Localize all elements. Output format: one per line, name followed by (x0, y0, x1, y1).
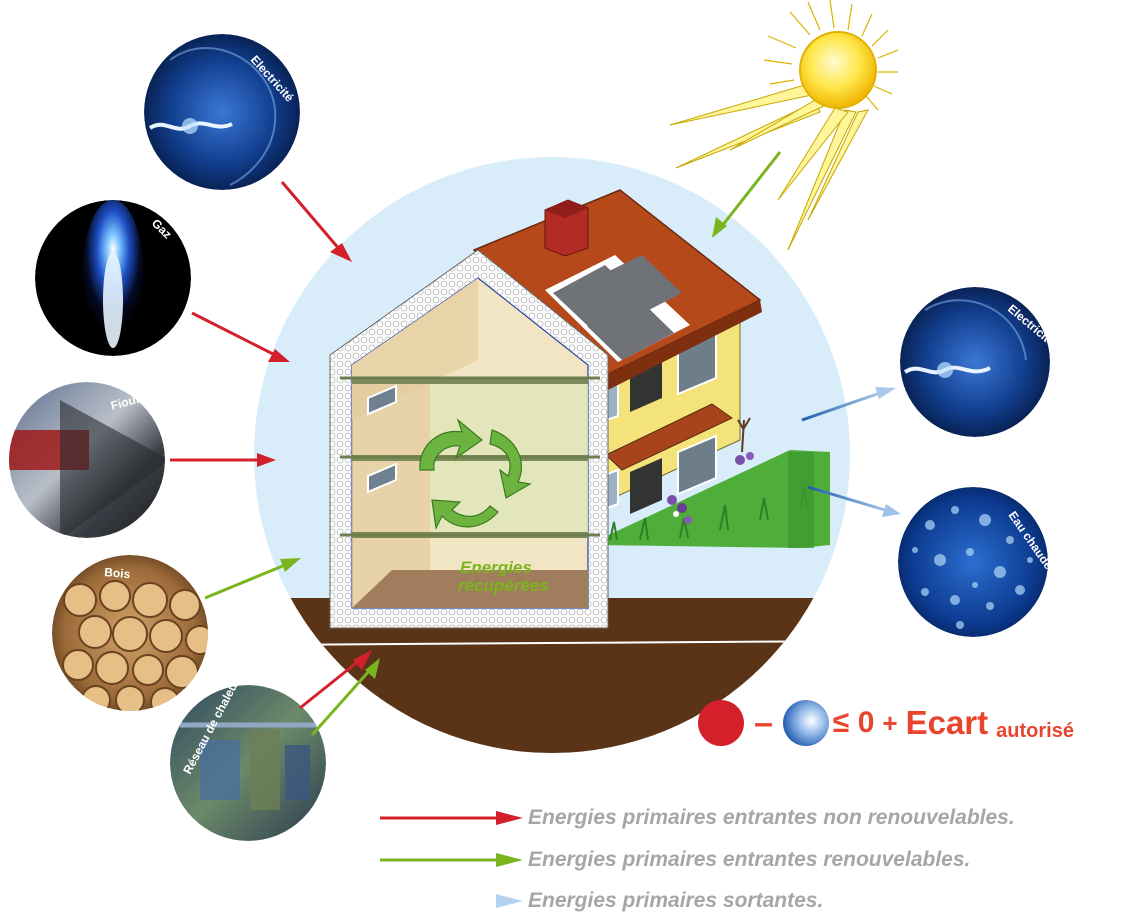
source-reseau (170, 685, 326, 841)
house-scene (254, 157, 850, 753)
arrows-non-renewable (170, 181, 372, 710)
output-eau-chaude (898, 487, 1048, 637)
source-electricite (144, 34, 300, 190)
red-arrow-icon (380, 811, 523, 825)
energy-balance-formula: – ≤ 0 + Ecart autorisé (696, 698, 1126, 748)
recovered-label-line1: Energies (460, 558, 532, 577)
formula-plus: + (882, 707, 898, 738)
formula-ecart: Ecart (905, 704, 989, 741)
red-circle-icon (698, 700, 744, 746)
formula-minus: – (754, 703, 773, 742)
legend-label: Energies primaires entrantes renouvelabl… (528, 848, 971, 871)
arrows-renewable (204, 151, 782, 736)
recovered-label-line2: récupérées (458, 576, 549, 595)
legend-label: Energies primaires sortantes. (528, 889, 824, 912)
flowers (667, 417, 754, 524)
legend-non-renewable: Energies primaires entrantes non renouve… (378, 803, 1118, 833)
green-arrow-icon (380, 853, 523, 867)
formula-leq-zero: ≤ 0 (832, 706, 875, 739)
label-bois: Bois (104, 565, 131, 581)
sun (669, 0, 899, 251)
blue-circle-icon (782, 700, 829, 746)
legend-renewable: Energies primaires entrantes renouvelabl… (378, 845, 1118, 875)
blue-arrow-icon (380, 894, 523, 908)
formula-autorise: autorisé (996, 719, 1074, 742)
source-gaz (35, 200, 191, 356)
recycling-arrows (419, 418, 532, 530)
arrows-outgoing (801, 387, 901, 517)
legend-outgoing: Energies primaires sortantes. (378, 886, 1118, 916)
lawn (598, 450, 830, 548)
source-bois (52, 555, 208, 711)
legend-label: Energies primaires entrantes non renouve… (528, 806, 1015, 829)
source-fioul (9, 382, 165, 538)
output-electricite (900, 287, 1050, 437)
